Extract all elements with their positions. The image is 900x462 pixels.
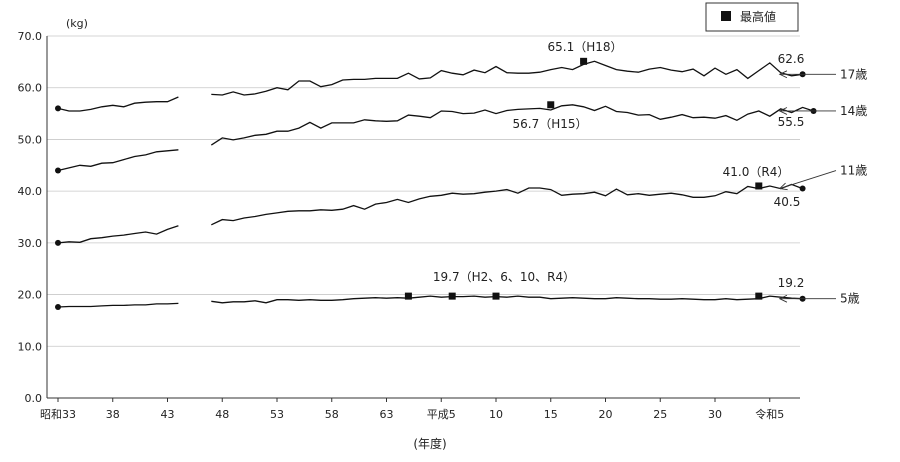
end-label-14: 55.5 bbox=[778, 115, 805, 129]
end-label-11: 40.5 bbox=[774, 195, 801, 209]
x-tick-label: 平成5 bbox=[427, 408, 456, 421]
x-tick-label: 43 bbox=[161, 408, 175, 421]
peak-marker bbox=[448, 292, 456, 300]
callout-arrow-icon bbox=[778, 294, 788, 303]
y-tick-labels: 0.0 10.0 20.0 30.0 40.0 50.0 60.0 70.0 bbox=[18, 30, 43, 405]
legend-square-icon bbox=[721, 11, 731, 21]
y-tick-label: 60.0 bbox=[18, 82, 43, 95]
series-line-11歳 bbox=[57, 183, 803, 244]
y-tick-label: 10.0 bbox=[18, 340, 43, 353]
peak-label-14: 56.7（H15） bbox=[512, 117, 587, 131]
x-tick-label: 63 bbox=[380, 408, 394, 421]
peak-marker bbox=[404, 292, 412, 300]
legend: 最高値 bbox=[705, 2, 799, 32]
y-tick-label: 70.0 bbox=[18, 30, 43, 43]
start-point bbox=[55, 303, 61, 310]
x-tick-label: 令和5 bbox=[755, 407, 784, 421]
end-point bbox=[799, 185, 806, 192]
series-line-5歳 bbox=[57, 295, 803, 308]
series-line-17歳 bbox=[57, 60, 803, 112]
x-tick-label: 53 bbox=[270, 408, 284, 421]
callout-line bbox=[779, 170, 837, 189]
x-tick-label: 38 bbox=[106, 408, 120, 421]
peak-markers bbox=[404, 57, 763, 300]
callout-arrow-icon bbox=[778, 107, 788, 115]
peak-label-11: 41.0（R4） bbox=[723, 165, 790, 179]
start-point bbox=[55, 167, 61, 174]
peak-marker bbox=[755, 292, 763, 300]
y-tick-label: 40.0 bbox=[18, 185, 43, 198]
callout-arrow-icon bbox=[778, 70, 788, 79]
x-tick-label: 10 bbox=[489, 408, 503, 421]
peak-label-5: 19.7（H2、6、10、R4） bbox=[433, 270, 575, 284]
series-label: 11歳 bbox=[840, 164, 867, 178]
peak-marker bbox=[547, 101, 555, 109]
series-label: 17歳 bbox=[840, 67, 867, 81]
grid-lines bbox=[47, 35, 800, 347]
x-tick-label: 昭和33 bbox=[40, 408, 76, 421]
y-tick-label: 0.0 bbox=[25, 392, 43, 405]
x-tick-label: 30 bbox=[708, 408, 722, 421]
series-callouts: 17歳 14歳 11歳 5歳 bbox=[778, 67, 867, 306]
annotations: 65.1（H18） 56.7（H15） 41.0（R4） 19.7（H2、6、1… bbox=[433, 40, 804, 290]
endpoints bbox=[55, 71, 817, 310]
peak-marker bbox=[755, 182, 763, 190]
x-tick-label: 48 bbox=[215, 408, 229, 421]
peak-label-17: 65.1（H18） bbox=[547, 40, 622, 54]
end-label-17: 62.6 bbox=[778, 52, 805, 66]
series-label: 14歳 bbox=[840, 104, 867, 118]
axes bbox=[46, 36, 800, 399]
y-tick-label: 30.0 bbox=[18, 237, 43, 250]
series-line-14歳 bbox=[57, 104, 814, 172]
start-point bbox=[55, 105, 61, 112]
peak-marker bbox=[580, 57, 588, 65]
x-tick-labels: 昭和33 38 43 48 53 58 63 平成5 10 15 20 25 30 令和5 bbox=[40, 398, 784, 421]
y-unit-label: (kg) bbox=[66, 17, 88, 30]
start-point bbox=[55, 239, 61, 246]
peak-marker bbox=[492, 292, 500, 300]
callout-arrow-icon bbox=[778, 182, 788, 191]
x-tick-label: 20 bbox=[599, 408, 613, 421]
legend-label: 最高値 bbox=[740, 9, 776, 24]
x-tick-label: 25 bbox=[653, 408, 667, 421]
y-tick-label: 20.0 bbox=[18, 289, 43, 302]
y-tick-label: 50.0 bbox=[18, 133, 43, 146]
x-axis-label: (年度) bbox=[413, 436, 446, 451]
x-tick-label: 15 bbox=[544, 408, 558, 421]
series-label: 5歳 bbox=[840, 292, 860, 306]
end-label-5: 19.2 bbox=[778, 276, 805, 290]
x-tick-label: 58 bbox=[325, 408, 339, 421]
series-lines bbox=[57, 60, 814, 308]
